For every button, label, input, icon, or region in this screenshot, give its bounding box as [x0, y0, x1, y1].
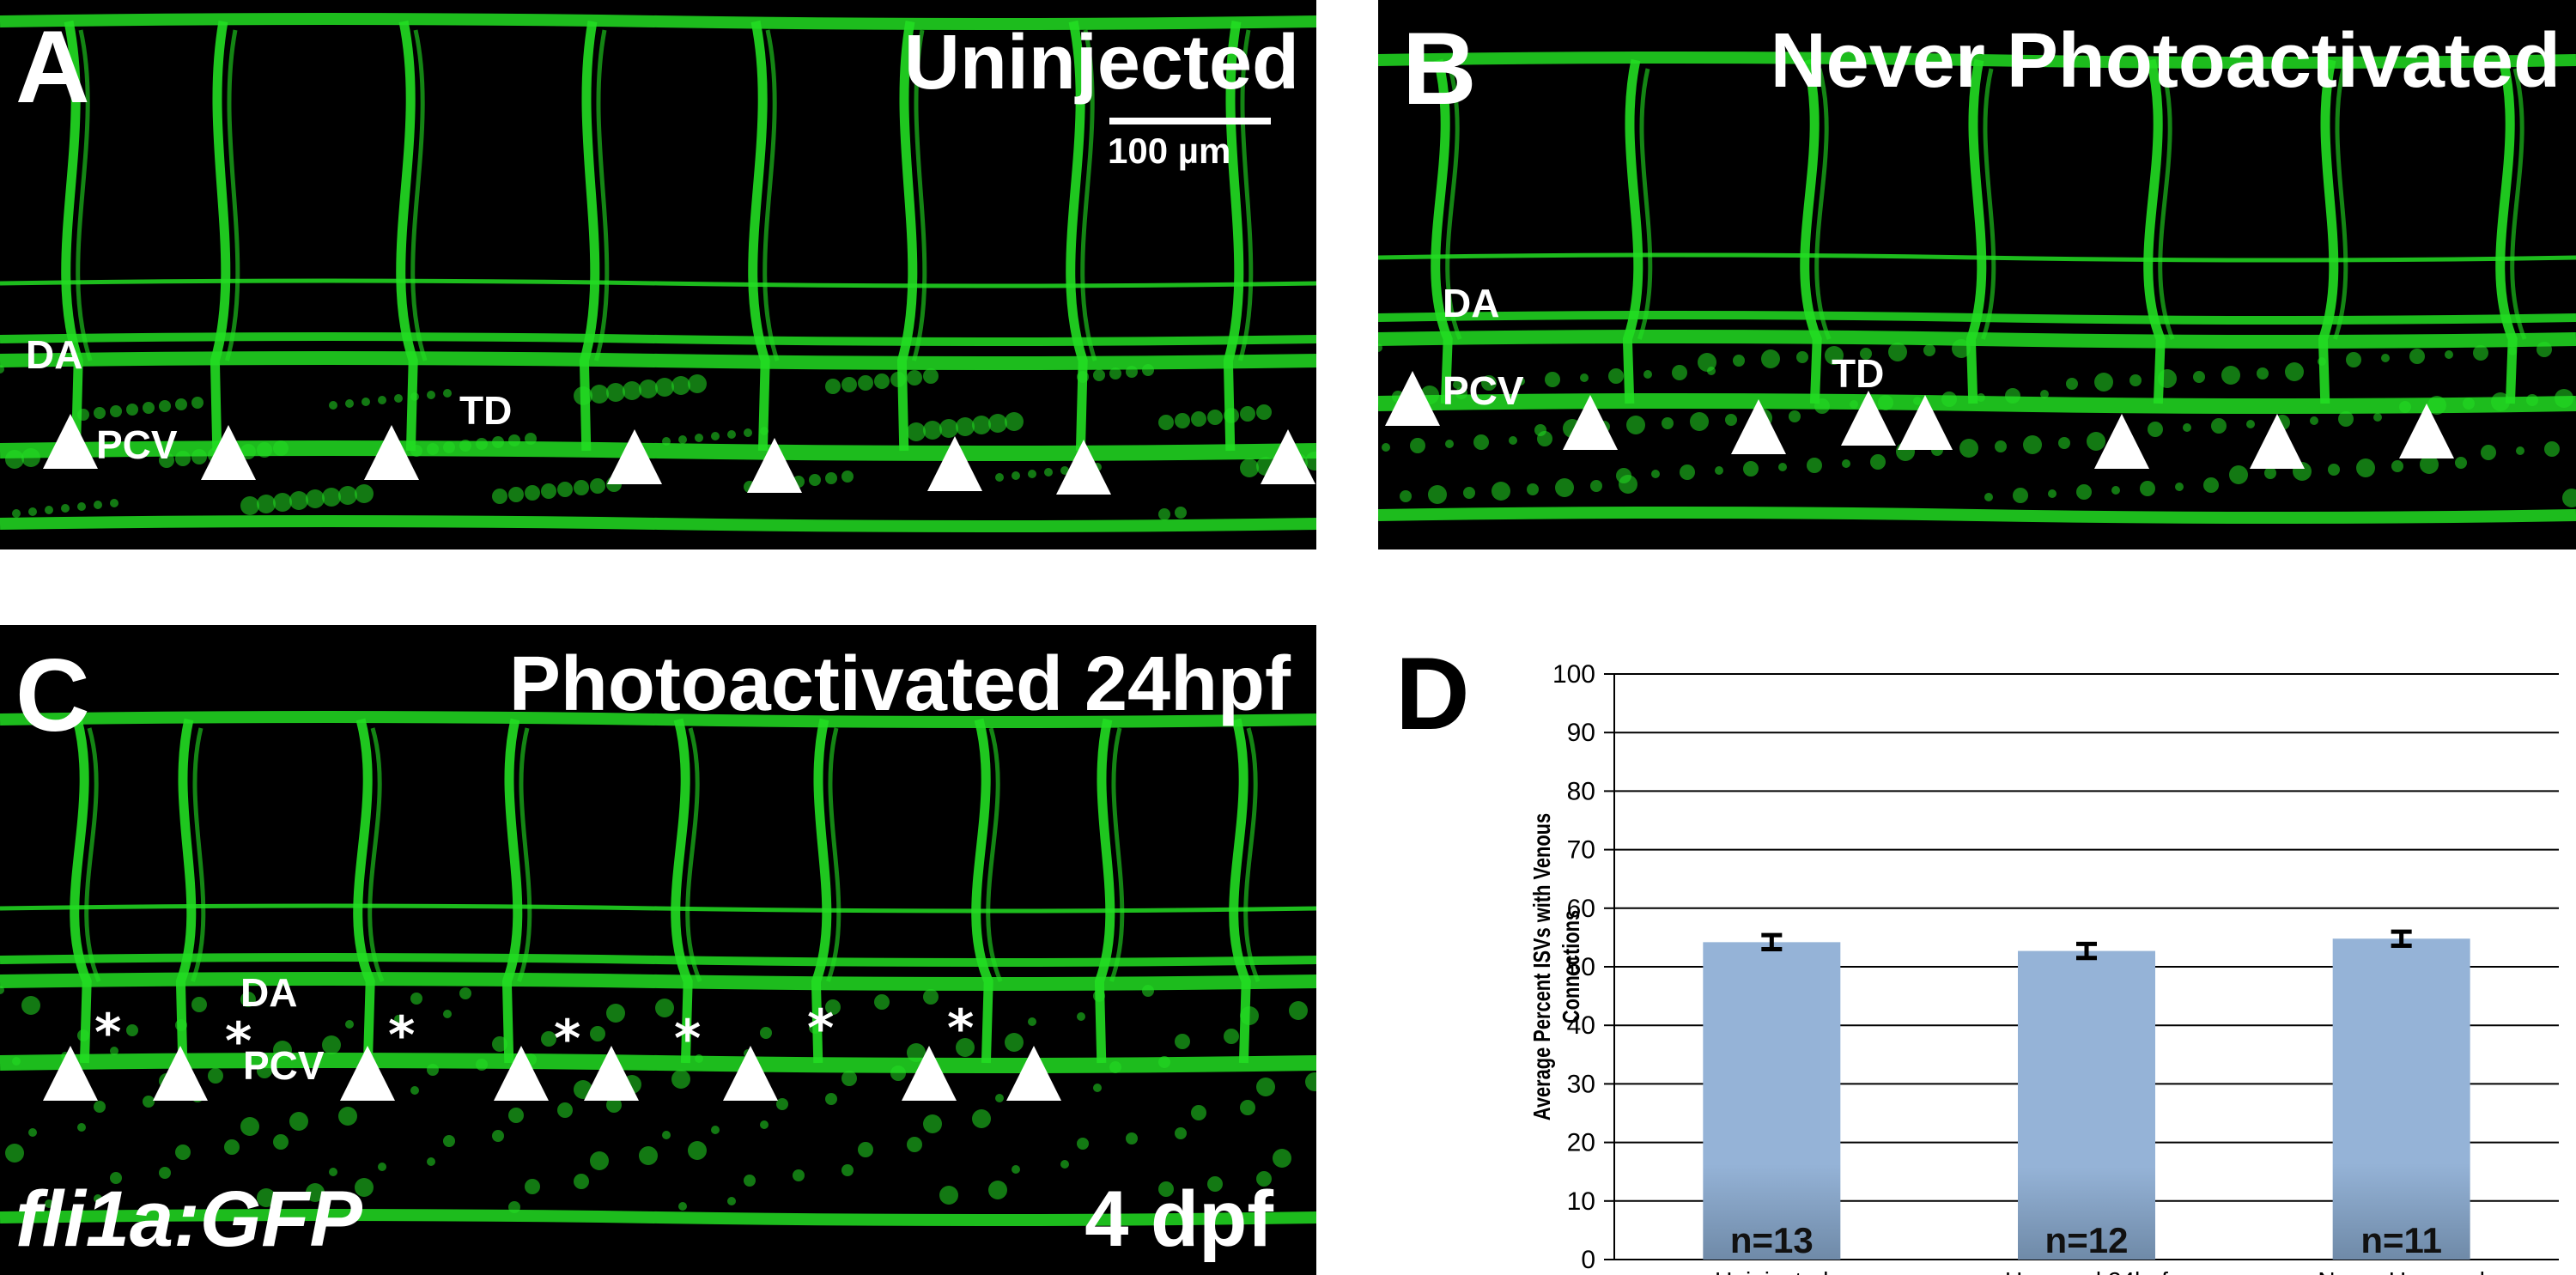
bar-chart: 0 10 20 30 40 50 60 70 80 90 100 Average Percent IS… [1528, 660, 2559, 1275]
asterisk-marker: * [225, 1011, 252, 1072]
y-tick-label: 10 [1567, 1187, 1595, 1216]
y-tick-label: 30 [1567, 1070, 1595, 1098]
panel-a-label-pcv: PCV [96, 422, 178, 467]
arrowhead [607, 429, 662, 484]
bar [1703, 942, 1841, 1260]
panel-b-title: Never Photoactivated [1770, 18, 2561, 104]
panel-b-micrograph: B Never Photoactivated DA PCV TD [1378, 0, 2576, 549]
panel-a-label-da: DA [26, 332, 83, 377]
arrowhead [1898, 395, 1953, 450]
arrowhead [723, 1046, 778, 1101]
panel-c-label-da: DA [240, 970, 298, 1015]
bar [2332, 938, 2470, 1260]
arrowhead [902, 1046, 957, 1101]
arrowhead [364, 425, 419, 480]
panel-c-micrograph: C Photoactivated 24hpf DA PCV * * * * * … [0, 625, 1316, 1275]
panel-b-label-pcv: PCV [1443, 368, 1524, 413]
panel-b-label-da: DA [1443, 281, 1500, 325]
arrowhead [1261, 429, 1315, 484]
asterisk-marker: * [554, 1009, 581, 1069]
y-axis-label: Average Percent ISVs with VenousConnecti… [1528, 813, 1584, 1120]
panel-a-vessels [0, 13, 1316, 532]
arrowhead [1563, 395, 1618, 450]
arrowhead [153, 1046, 208, 1101]
x-category-label: Uncaged 24hpf [2005, 1267, 2168, 1275]
arrowhead [494, 1046, 549, 1101]
y-tick-label: 70 [1567, 836, 1595, 865]
y-tick-label: 20 [1567, 1129, 1595, 1157]
arrowhead [1385, 371, 1440, 426]
panel-a-title: Uninjected [903, 20, 1299, 106]
arrowhead [747, 438, 802, 493]
y-tick-label: 90 [1567, 719, 1595, 747]
panel-a-letter: A [15, 9, 90, 124]
bar [2018, 950, 2155, 1260]
y-tick-label: 40 [1567, 1011, 1595, 1040]
bar-data-label: n=13 [1730, 1220, 1814, 1260]
y-tick-label: 0 [1581, 1246, 1595, 1274]
panel-a-label-td: TD [459, 388, 513, 433]
scale-bar [1109, 118, 1271, 124]
arrowhead [584, 1046, 639, 1101]
asterisk-marker: * [94, 1003, 122, 1063]
arrowhead [2250, 414, 2305, 469]
bar-data-label: n=11 [2360, 1220, 2442, 1260]
arrowhead [2094, 414, 2149, 469]
panel-c-label-pcv: PCV [243, 1043, 325, 1088]
panel-c-letter: C [15, 638, 90, 753]
arrowhead [2399, 404, 2454, 458]
arrowhead [43, 1046, 98, 1101]
arrowhead [43, 414, 98, 469]
y-tick-label: 60 [1567, 895, 1595, 923]
x-category-label: Never Uncaged [2318, 1267, 2485, 1275]
panel-d-chart: D 0 10 20 30 40 50 60 70 80 90 100 Average Percent … [1378, 625, 2576, 1275]
arrowhead [927, 436, 982, 491]
panel-c-vessels [0, 711, 1316, 1226]
error-bar [1761, 932, 1783, 952]
arrowhead [1006, 1046, 1061, 1101]
scale-bar-label: 100 µm [1108, 131, 1231, 171]
asterisk-marker: * [674, 1009, 702, 1069]
panel-b-letter: B [1402, 11, 1477, 126]
error-bar [2076, 941, 2097, 961]
panel-d-letter: D [1395, 636, 1470, 751]
y-tick-label: 50 [1567, 953, 1595, 981]
y-tick-label: 100 [1552, 660, 1595, 689]
panel-c-title: Photoactivated 24hpf [508, 641, 1291, 727]
x-category-label: Uninjected [1715, 1267, 1828, 1275]
arrowhead [1731, 399, 1786, 454]
arrowhead [340, 1046, 395, 1101]
arrowhead [1056, 440, 1111, 495]
panel-b-label-td: TD [1832, 351, 1885, 396]
y-tick-label: 80 [1567, 777, 1595, 805]
error-bar [2391, 929, 2412, 948]
asterisk-marker: * [807, 999, 835, 1059]
arrowhead [1841, 391, 1896, 446]
bar-data-label: n=12 [2045, 1220, 2129, 1260]
panel-a-micrograph: A Uninjected 100 µm DA PCV TD [0, 0, 1316, 549]
arrowhead [201, 425, 256, 480]
stage-label: 4 dpf [1084, 1175, 1273, 1263]
transgene-label: fli1a:GFP [15, 1175, 362, 1263]
